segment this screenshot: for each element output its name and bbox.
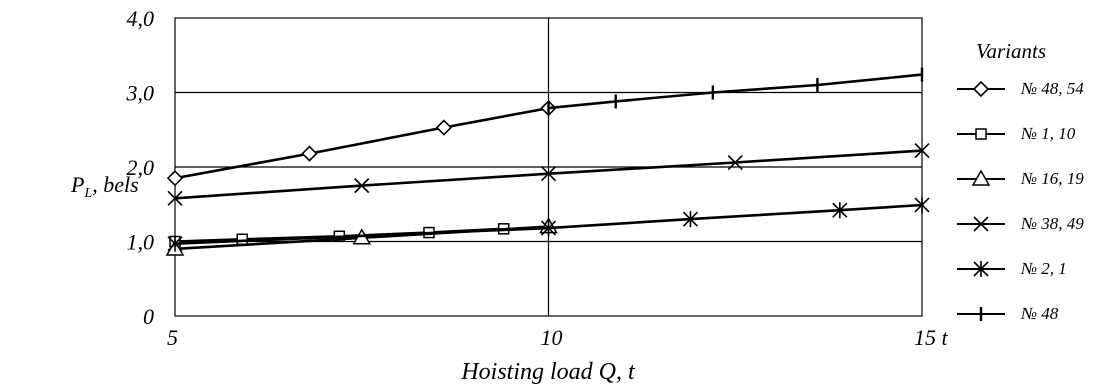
series-x xyxy=(167,143,930,206)
asterisk-marker xyxy=(540,220,557,237)
x-tick-label: 15 t xyxy=(914,325,949,350)
plot-grid xyxy=(174,17,923,317)
legend-item: № 48 xyxy=(957,304,1059,323)
axis-ticks: 0 1,0 2,0 3,0 4,0 5 10 15 t xyxy=(126,6,949,350)
legend-item: № 2, 1 xyxy=(957,259,1067,278)
y-tick-label: 4,0 xyxy=(127,6,155,31)
legend-item: № 38, 49 xyxy=(957,214,1084,233)
square-marker xyxy=(975,128,987,140)
series-asterisk xyxy=(167,196,930,252)
series-diamond xyxy=(166,100,557,187)
diamond-marker xyxy=(435,119,453,136)
asterisk-marker xyxy=(914,196,930,213)
legend-item: № 16, 19 xyxy=(957,169,1084,188)
y-tick-label: 2,0 xyxy=(127,155,155,180)
y-tick-label: 1,0 xyxy=(127,230,155,255)
asterisk-marker xyxy=(973,261,989,277)
series-square xyxy=(169,223,510,248)
legend-label: № 48 xyxy=(1020,304,1059,323)
x-marker xyxy=(354,178,370,194)
legend-label: № 16, 19 xyxy=(1020,169,1084,188)
legend-label: № 48, 54 xyxy=(1020,79,1084,98)
diamond-marker xyxy=(301,145,318,162)
series-line xyxy=(548,73,923,110)
diamond-marker xyxy=(166,170,184,187)
x-marker xyxy=(727,154,743,171)
x-marker xyxy=(167,190,183,206)
triangle-marker xyxy=(971,169,991,186)
asterisk-marker xyxy=(167,235,183,252)
legend-item: № 1, 10 xyxy=(957,124,1076,143)
y-tick-label: 0 xyxy=(143,304,154,329)
y-axis-label: PL, bels xyxy=(70,172,139,201)
x-marker xyxy=(540,166,557,182)
asterisk-marker xyxy=(682,211,698,228)
legend-item: № 48, 54 xyxy=(957,79,1084,98)
legend-title: Variants xyxy=(976,39,1046,63)
legend: № 48, 54 № 1, 10 № 16, 19 № 38, 49 № 2, 1 № 4… xyxy=(957,79,1084,323)
series-plus xyxy=(547,67,924,116)
x-marker xyxy=(914,143,930,159)
series-line xyxy=(174,106,549,180)
series-lines xyxy=(165,67,930,256)
x-tick-label: 5 xyxy=(167,325,178,350)
diamond-marker xyxy=(972,80,990,98)
y-tick-label: 3,0 xyxy=(126,81,155,106)
x-tick-label: 10 xyxy=(541,325,563,350)
asterisk-marker xyxy=(832,202,848,219)
x-marker xyxy=(973,216,989,232)
square-marker xyxy=(236,233,248,246)
x-axis-label: Hoisting load Q, t xyxy=(460,359,636,385)
legend-label: № 38, 49 xyxy=(1020,214,1084,233)
legend-label: № 2, 1 xyxy=(1020,259,1067,278)
legend-label: № 1, 10 xyxy=(1020,124,1076,143)
